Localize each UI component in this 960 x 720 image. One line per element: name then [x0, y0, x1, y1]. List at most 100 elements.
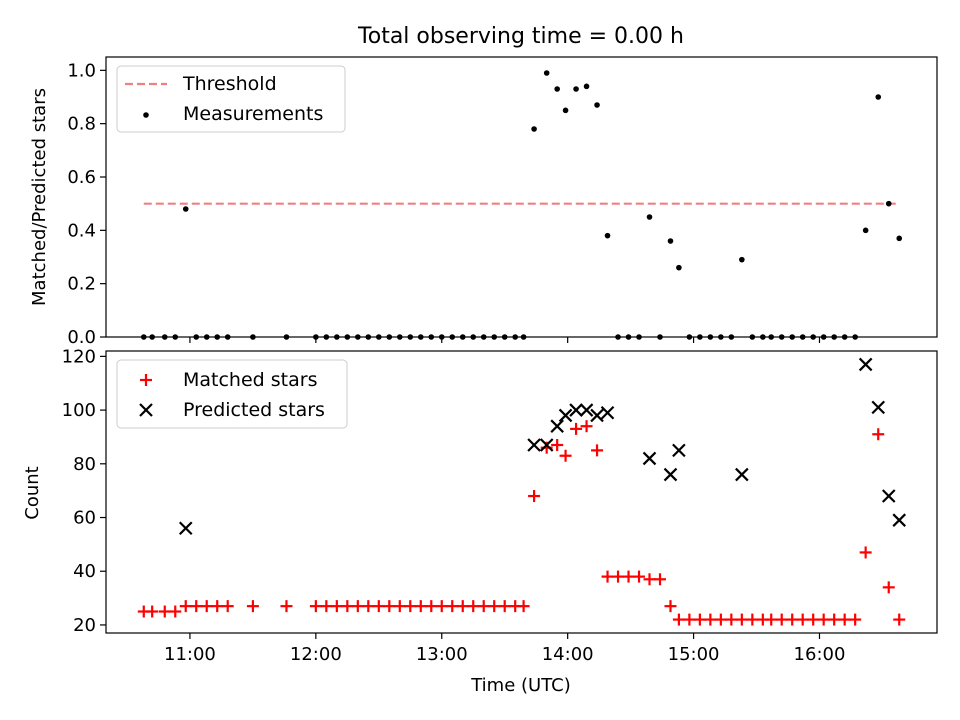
x-tick-label: 15:00 [668, 644, 720, 665]
matched-star-point [158, 605, 171, 618]
matched-star-point [612, 570, 625, 583]
y-tick-label: 0.4 [67, 220, 96, 241]
bottom-x-axis-label: Time (UTC) [470, 675, 571, 696]
matched-star-point [146, 605, 159, 618]
predicted-star-point [600, 405, 615, 420]
matched-star-point [383, 600, 396, 613]
matched-star-point [467, 600, 480, 613]
predicted-star-point [858, 357, 873, 372]
measurement-point [583, 83, 590, 90]
matched-star-point [591, 444, 604, 457]
predicted-star-point [558, 408, 573, 423]
top-y-ticks: 0.0 0.2 0.4 0.6 0.8 1.0 [67, 60, 106, 348]
matched-star-point [693, 613, 706, 626]
matched-star-point [559, 449, 572, 462]
matched-star-point [517, 600, 530, 613]
matched-star-point [309, 600, 322, 613]
measurements-legend-swatch [143, 112, 149, 118]
predicted-star-point [178, 521, 193, 536]
matched-star-point [351, 600, 364, 613]
matched-star-point [786, 613, 799, 626]
measurement-point [646, 214, 653, 220]
matched-star-point [456, 600, 469, 613]
y-tick-label: 60 [73, 508, 96, 529]
matched-star-point [683, 613, 696, 626]
measurement-point [667, 238, 674, 244]
measurement-point [531, 126, 537, 132]
y-tick-label: 0.6 [67, 167, 96, 188]
matched-legend-swatch [140, 374, 152, 386]
matched-star-point [654, 573, 666, 586]
y-tick-label: 1.0 [67, 60, 96, 81]
matched-star-point [221, 600, 234, 613]
matched-star-point [633, 570, 646, 583]
y-tick-label: 20 [73, 615, 96, 636]
matched-star-point [341, 600, 354, 613]
y-tick-label: 0.2 [67, 274, 96, 295]
y-tick-label: 120 [62, 346, 96, 367]
matched-star-point [435, 600, 448, 613]
matched-star-point [330, 600, 343, 613]
predicted-star-point [539, 438, 554, 452]
matched-star-point [404, 600, 417, 613]
matched-star-point [735, 613, 748, 626]
measurements-legend-label: Measurements [183, 103, 323, 125]
matched-star-point [807, 613, 820, 626]
bottom-legend: Matched stars Predicted stars [116, 359, 348, 429]
top-legend-box [116, 65, 346, 133]
matched-star-point [190, 600, 203, 613]
matched-star-point [414, 600, 427, 613]
bottom-plot-marks [137, 357, 907, 626]
predicted-star-point [871, 400, 886, 415]
measurement-point [554, 86, 560, 92]
measurement-point [594, 102, 600, 108]
matched-star-point [765, 613, 778, 626]
matched-star-point [746, 613, 759, 626]
measurement-point [885, 200, 892, 207]
bottom-x-ticks: 11:00 12:00 13:00 14:00 15:00 16:00 [164, 633, 845, 665]
matched-star-point [320, 600, 333, 613]
matched-star-point [446, 600, 459, 613]
matched-star-point [246, 600, 259, 613]
matched-star-point [528, 490, 541, 503]
matched-star-point [714, 613, 727, 626]
matched-star-point [211, 600, 224, 613]
predicted-star-point [881, 489, 896, 503]
measurement-point [573, 86, 579, 92]
matched-star-point [551, 439, 564, 451]
measurement-point [739, 256, 745, 263]
predicted-star-point [663, 467, 678, 482]
matched-legend-label: Matched stars [183, 369, 317, 391]
top-legend: Threshold Measurements [116, 65, 346, 133]
matched-star-point [425, 600, 438, 613]
matched-star-point [796, 613, 809, 626]
measurement-point [562, 107, 569, 114]
predicted-legend-label: Predicted stars [183, 399, 325, 421]
y-tick-label: 0.8 [67, 114, 96, 135]
predicted-star-point [590, 408, 604, 423]
matched-star-point [893, 613, 906, 626]
y-tick-label: 80 [73, 454, 96, 475]
bottom-y-ticks: 20 40 60 80 100 120 [62, 346, 106, 636]
matched-star-point [570, 422, 583, 435]
predicted-star-point [642, 451, 657, 466]
matched-star-point [580, 420, 593, 433]
measurement-point [862, 227, 869, 234]
matched-star-point [488, 600, 501, 613]
x-tick-label: 16:00 [794, 644, 846, 665]
matched-star-point [601, 570, 614, 583]
bottom-y-axis-label: Count [22, 466, 43, 519]
measurement-point [182, 206, 189, 212]
y-tick-label: 0.0 [67, 327, 96, 348]
x-tick-label: 12:00 [290, 644, 342, 665]
x-tick-label: 11:00 [164, 644, 216, 665]
matched-star-point [775, 613, 788, 626]
predicted-star-point [672, 443, 686, 458]
matched-star-point [828, 613, 841, 626]
matched-star-point [372, 600, 385, 613]
bottom-panel: 20 40 60 80 100 120 11:00 12:00 13:00 14:00 15:00… [22, 346, 938, 696]
matched-star-point [664, 600, 677, 613]
measurement-point [604, 232, 611, 239]
matched-star-point [393, 600, 406, 613]
figure-title: Total observing time = 0.00 h [357, 24, 684, 49]
